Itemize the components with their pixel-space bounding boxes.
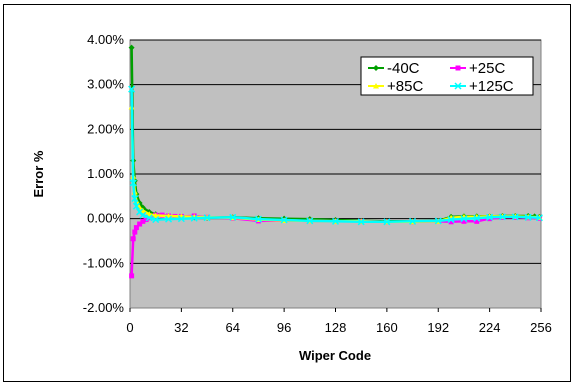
data-point bbox=[486, 213, 494, 221]
x-tick-label: 160 bbox=[376, 320, 398, 335]
y-tick-label: -1.00% bbox=[83, 255, 125, 270]
data-point bbox=[131, 195, 139, 203]
data-point bbox=[129, 273, 135, 279]
data-point bbox=[143, 217, 149, 223]
data-point bbox=[139, 211, 147, 219]
data-point bbox=[306, 217, 314, 225]
legend-item: -40C bbox=[368, 60, 420, 77]
legend-label: +25C bbox=[469, 60, 505, 77]
data-point bbox=[145, 214, 153, 222]
x-tick-label: 32 bbox=[174, 320, 188, 335]
x-axis-ticks: 0 32 64 96 128 160 192 224 256 bbox=[126, 308, 552, 335]
y-tick-label: 1.00% bbox=[87, 166, 124, 181]
data-point bbox=[535, 214, 543, 222]
data-point bbox=[357, 218, 365, 226]
x-tick-label: 0 bbox=[126, 320, 133, 335]
legend: -40C +25C +85C +125C bbox=[360, 56, 534, 96]
data-point bbox=[132, 229, 138, 235]
x-tick-label: 256 bbox=[530, 320, 552, 335]
data-point bbox=[132, 202, 140, 210]
data-point bbox=[498, 213, 506, 221]
legend-label: +125C bbox=[469, 78, 514, 95]
data-point bbox=[474, 218, 480, 224]
legend-label: -40C bbox=[387, 60, 420, 77]
data-point bbox=[229, 213, 237, 221]
data-point bbox=[383, 218, 391, 226]
legend-label: +85C bbox=[387, 78, 423, 95]
x-tick-label: 96 bbox=[277, 320, 291, 335]
legend-item: +25C bbox=[450, 60, 505, 77]
data-point bbox=[409, 217, 417, 225]
data-point bbox=[129, 179, 137, 187]
legend-marker bbox=[373, 83, 379, 89]
y-tick-label: -2.00% bbox=[83, 300, 125, 315]
data-point bbox=[280, 216, 288, 224]
x-tick-label: 224 bbox=[479, 320, 501, 335]
data-point bbox=[461, 218, 467, 224]
y-tick-label: 3.00% bbox=[87, 77, 124, 92]
data-point bbox=[203, 214, 211, 222]
legend-marker bbox=[455, 65, 461, 71]
x-tick-label: 128 bbox=[325, 320, 347, 335]
data-point bbox=[165, 215, 173, 223]
x-tick-label: 64 bbox=[226, 320, 240, 335]
data-point bbox=[524, 213, 532, 221]
y-tick-label: 4.00% bbox=[87, 32, 124, 47]
data-point bbox=[434, 217, 442, 225]
data-point bbox=[130, 236, 136, 242]
y-tick-label: 2.00% bbox=[87, 121, 124, 136]
data-point bbox=[460, 215, 468, 223]
y-axis-ticks: -2.00% -1.00% 0.00% 1.00% 2.00% 3.00% 4.00% bbox=[83, 32, 125, 315]
data-point bbox=[177, 215, 185, 223]
data-point bbox=[473, 214, 481, 222]
data-point bbox=[139, 207, 146, 214]
x-tick-label: 192 bbox=[427, 320, 449, 335]
data-point bbox=[190, 214, 198, 222]
data-point bbox=[133, 225, 139, 231]
legend-marker bbox=[454, 82, 462, 90]
legend-item: +125C bbox=[450, 78, 514, 95]
data-point bbox=[254, 215, 262, 223]
x-axis-title: Wiper Code bbox=[299, 348, 371, 363]
legend-item: +85C bbox=[368, 78, 423, 95]
data-point bbox=[128, 44, 135, 51]
data-point bbox=[137, 221, 143, 227]
y-tick-label: 0.00% bbox=[87, 211, 124, 226]
data-point bbox=[128, 85, 136, 93]
data-point bbox=[447, 216, 455, 224]
legend-marker bbox=[373, 65, 379, 71]
legend-box bbox=[360, 56, 534, 96]
series-layer bbox=[128, 44, 543, 279]
data-point bbox=[140, 218, 146, 224]
series-+125C bbox=[128, 85, 543, 226]
data-point bbox=[511, 213, 519, 221]
data-point bbox=[152, 212, 159, 219]
y-axis-title: Error % bbox=[31, 150, 46, 197]
data-point bbox=[331, 217, 340, 225]
data-point bbox=[152, 216, 160, 224]
data-point bbox=[448, 219, 454, 225]
